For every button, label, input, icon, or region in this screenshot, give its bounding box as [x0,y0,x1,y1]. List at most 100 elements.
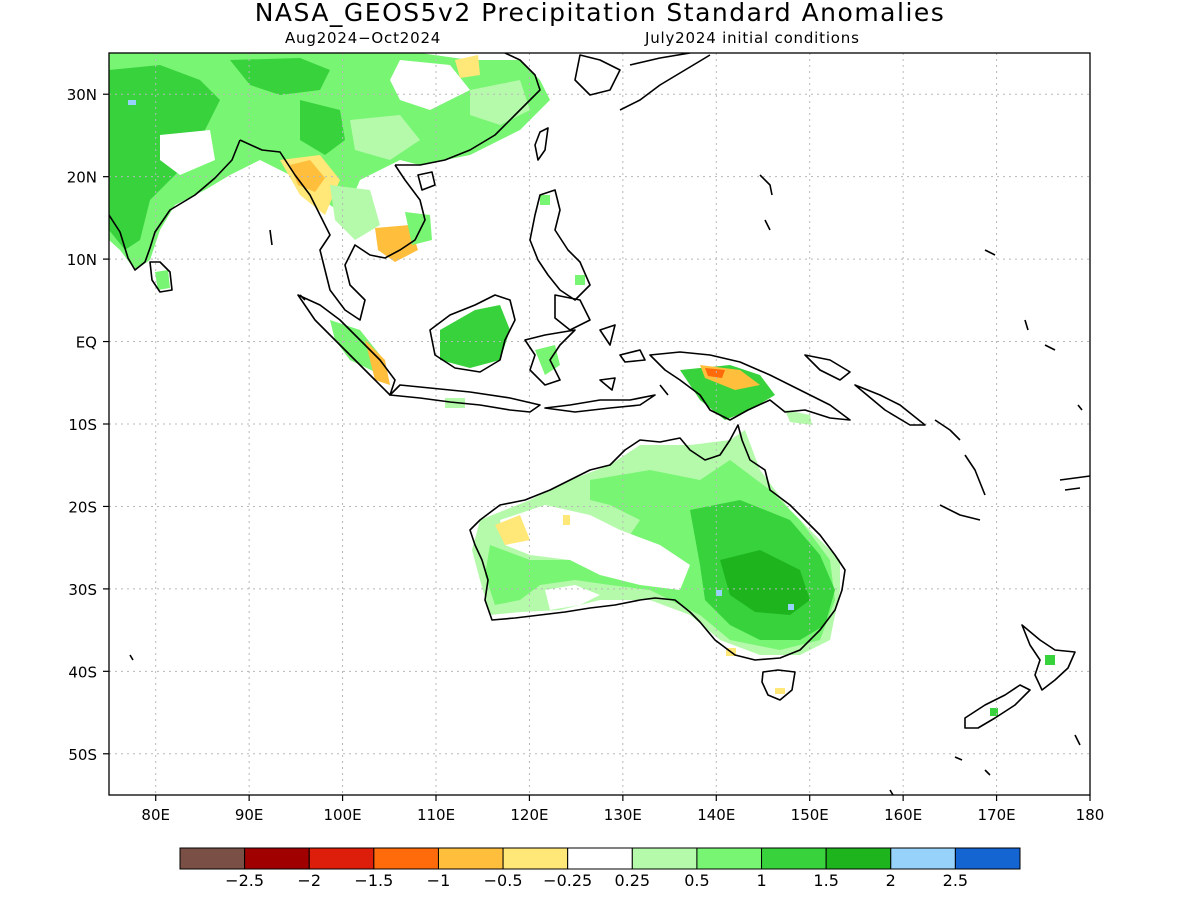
coastlines [109,53,1090,795]
coastline-new-guinea [649,351,851,421]
lon-tick-label: 80E [141,806,170,824]
anomaly-patch [765,672,792,695]
plot-frame [108,52,1091,796]
anomaly-patch [330,320,380,372]
anomaly-patch [575,275,585,285]
coastline-australia [469,424,846,661]
colorbar-label: 1.5 [813,871,838,890]
anomaly-patch [470,80,530,125]
coastline-fiji [1059,475,1090,491]
coastline-solomon [934,419,986,521]
lat-tick-label: EQ [76,334,97,352]
coastline-sri-lanka [149,261,173,293]
coastline-taiwan [534,127,549,161]
anomaly-patch [720,550,810,615]
anomaly-patch [390,60,470,110]
anomaly-patch [705,368,725,378]
coastline-borneo [429,294,516,373]
anomaly-patch [330,185,380,240]
colorbar-swatch [825,847,892,870]
colorbar-swatch [308,847,375,870]
colorbar-label: −2 [297,871,321,890]
colorbar-label: −1 [427,871,451,890]
anomaly-patch [1045,655,1055,665]
forecast-period: Aug2024−Oct2024 [285,29,442,47]
lon-tick-label: 160E [884,806,922,824]
colorbar-swatch [244,847,310,870]
lat-tick-label: 10S [68,416,97,434]
anomaly-patch [540,195,550,205]
colorbar-swatch [954,847,1021,870]
colorbar-label: 2.5 [943,871,968,890]
anomaly-patch [109,53,550,270]
lat-tick-label: 20S [68,498,97,516]
colorbar: −2.5 −2 −1.5 −1 −0.5 −0.25 0.25 0.5 1 1.5 2 2.5 [179,847,1021,890]
anomaly-patch [160,130,215,175]
colorbar-swatch [761,847,827,870]
anomaly-patch [495,515,530,545]
colorbar-label: 0.25 [614,871,650,890]
anomaly-patch [785,410,812,425]
colorbar-label: 0.5 [684,871,709,890]
lat-tick-label: 50S [68,746,97,764]
coastline-myanmar [239,139,426,321]
anomaly-patch [155,270,170,290]
anomaly-patch [440,305,510,368]
grid-lines [109,53,1090,795]
coastline-lesser-sunda [544,394,656,413]
coastline-nz-north [1021,624,1076,691]
lon-tick-label: 170E [978,806,1016,824]
lon-tick-label: 130E [604,806,642,824]
anomaly-patch [375,225,418,262]
coastline-japan [619,53,711,111]
colorbar-swatch [631,847,698,870]
coastline-sulawesi [524,329,576,386]
colorbar-label: 1 [756,871,766,890]
colorbar-swatch [502,847,569,870]
anomaly-patch [563,515,570,525]
coastline-nz-south [964,684,1031,729]
coastline-philippines-south [554,294,591,331]
colorbar-swatch [179,847,246,870]
colorbar-swatch [696,847,763,870]
anomaly-patch [990,708,998,716]
coastline-south-china [395,53,541,166]
coastline-hainan [417,171,436,191]
anomaly-patch [290,160,325,192]
coastline-philippines [529,189,591,301]
longitude-axis: 80E 90E 100E 110E 120E 130E 140E 150E 160E 170E 18… [141,795,1104,824]
colorbar-swatch [373,847,439,870]
latitude-axis: 30N 20N 10N EQ 10S 20S 30S 40S 50S [67,86,109,764]
coastline-bismarck [804,354,926,426]
initial-conditions: July2024 initial conditions [645,29,860,47]
lon-tick-label: 180 [1076,806,1105,824]
coastline-korea [574,54,621,96]
colorbar-label: −0.25 [543,871,592,890]
map-title: NASA_GEOS5v2 Precipitation Standard Anom… [254,0,946,27]
anomaly-patch [300,100,345,155]
anomaly-patch [545,585,600,610]
colorbar-swatch [437,847,504,870]
anomaly-patch [455,55,480,78]
colorbar-label: −1.5 [354,871,393,890]
anomaly-patch [788,604,794,610]
anomaly-patch [775,688,785,694]
colorbar-swatch [890,847,956,870]
coastline-java [389,384,541,413]
anomaly-patch [230,58,330,95]
lon-tick-label: 120E [510,806,548,824]
lon-tick-label: 150E [791,806,829,824]
anomaly-patch [350,115,420,160]
coastline-india [109,139,241,271]
colorbar-label: 2 [886,871,896,890]
lat-tick-label: 30S [68,581,97,599]
lon-tick-label: 90E [235,806,264,824]
lat-tick-label: 30N [67,86,97,104]
lat-tick-label: 40S [68,663,97,681]
colorbar-label: −2.5 [225,871,264,890]
lon-tick-label: 100E [324,806,362,824]
lat-tick-label: 20N [67,169,97,187]
coastline-maluku [599,324,646,391]
anomaly-patch [716,590,722,596]
